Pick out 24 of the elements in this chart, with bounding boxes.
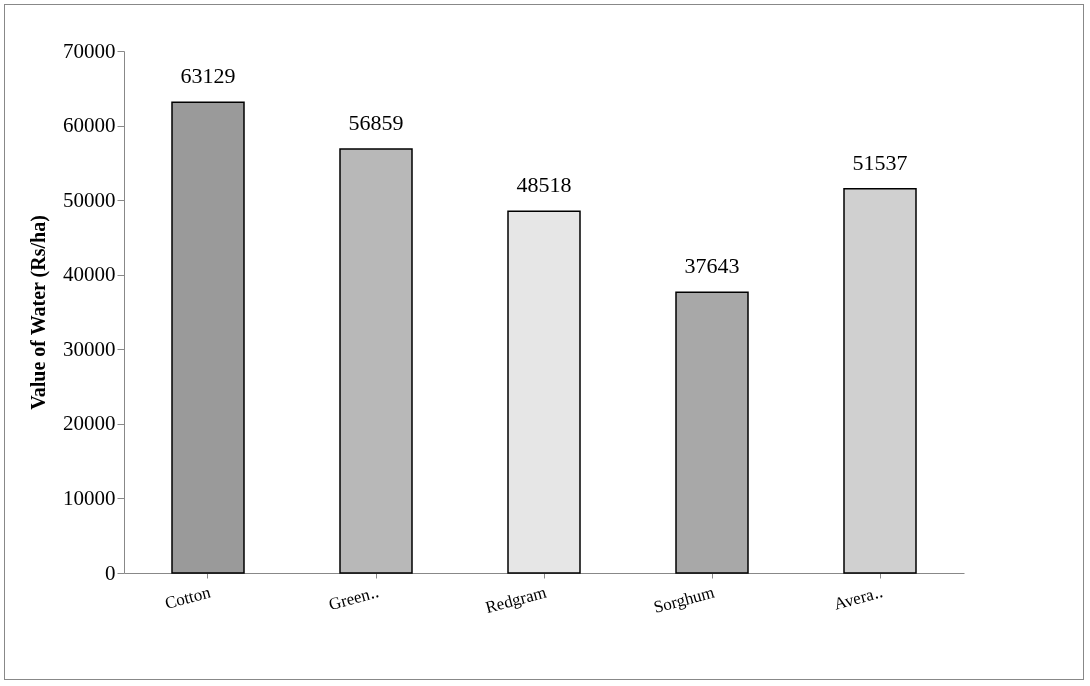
bar <box>507 210 581 574</box>
x-tick-label: Sorghum <box>651 582 717 617</box>
bar <box>843 187 917 574</box>
y-tick-label: 10000 <box>63 485 116 510</box>
x-tick-label: Redgram <box>483 582 549 618</box>
y-tick-label: 0 <box>105 560 116 585</box>
y-tick-label: 40000 <box>63 262 116 287</box>
bar <box>675 291 749 574</box>
y-tick-label: 30000 <box>63 336 116 361</box>
y-tick-label: 20000 <box>63 411 116 436</box>
data-label: 56859 <box>348 109 404 135</box>
data-label: 51537 <box>852 149 908 175</box>
y-tick-label: 60000 <box>63 113 116 138</box>
y-tick-label: 50000 <box>63 187 116 212</box>
y-axis-title: Value of Water (Rs/ha) <box>27 215 50 410</box>
x-tick-label: Green‥ <box>326 582 381 614</box>
data-label: 48518 <box>516 172 572 198</box>
x-tick-label: Cotton <box>162 582 213 613</box>
y-tick-label: 70000 <box>63 38 116 63</box>
bar <box>339 148 413 574</box>
x-tick-label: Avera‥ <box>831 582 885 614</box>
data-label: 63129 <box>180 63 236 89</box>
data-label: 37643 <box>684 253 740 279</box>
bar <box>171 101 245 574</box>
